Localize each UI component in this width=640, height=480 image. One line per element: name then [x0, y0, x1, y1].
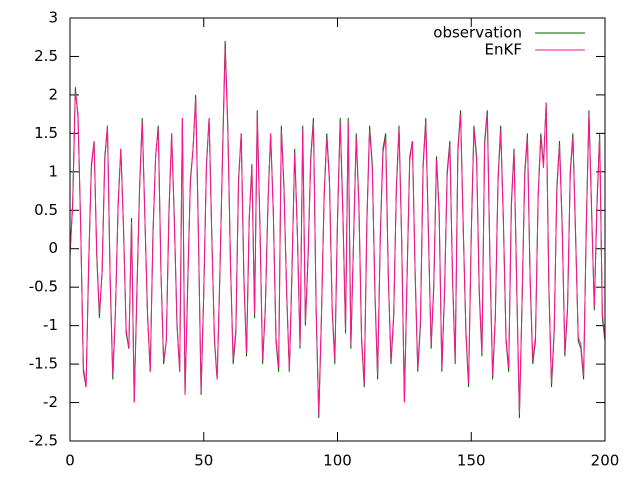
data-line [69, 48, 606, 415]
x-tick-label: 100 [323, 452, 352, 470]
x-tick-label: 50 [194, 452, 213, 470]
y-tick-label: -2 [43, 393, 58, 411]
x-tick-label: 150 [457, 452, 486, 470]
x-tick-label: 200 [591, 452, 620, 470]
y-tick-label: -1.5 [29, 355, 58, 373]
legend-label: EnKF [485, 41, 522, 59]
y-tick-label: 1.5 [34, 124, 58, 142]
y-tick-label: 2.5 [34, 47, 58, 65]
y-tick-label: 3 [48, 9, 58, 27]
y-tick-label: 0.5 [34, 201, 58, 219]
y-tick-label: -2.5 [29, 432, 58, 450]
legend-label: observation [433, 24, 522, 42]
y-tick-label: -0.5 [29, 278, 58, 296]
y-tick-label: 2 [48, 85, 58, 103]
y-tick-label: 0 [48, 239, 58, 257]
y-tick-label: 1 [48, 162, 58, 180]
x-tick-label: 0 [65, 452, 75, 470]
y-tick-label: -1 [43, 316, 58, 334]
plot-border [69, 17, 606, 442]
